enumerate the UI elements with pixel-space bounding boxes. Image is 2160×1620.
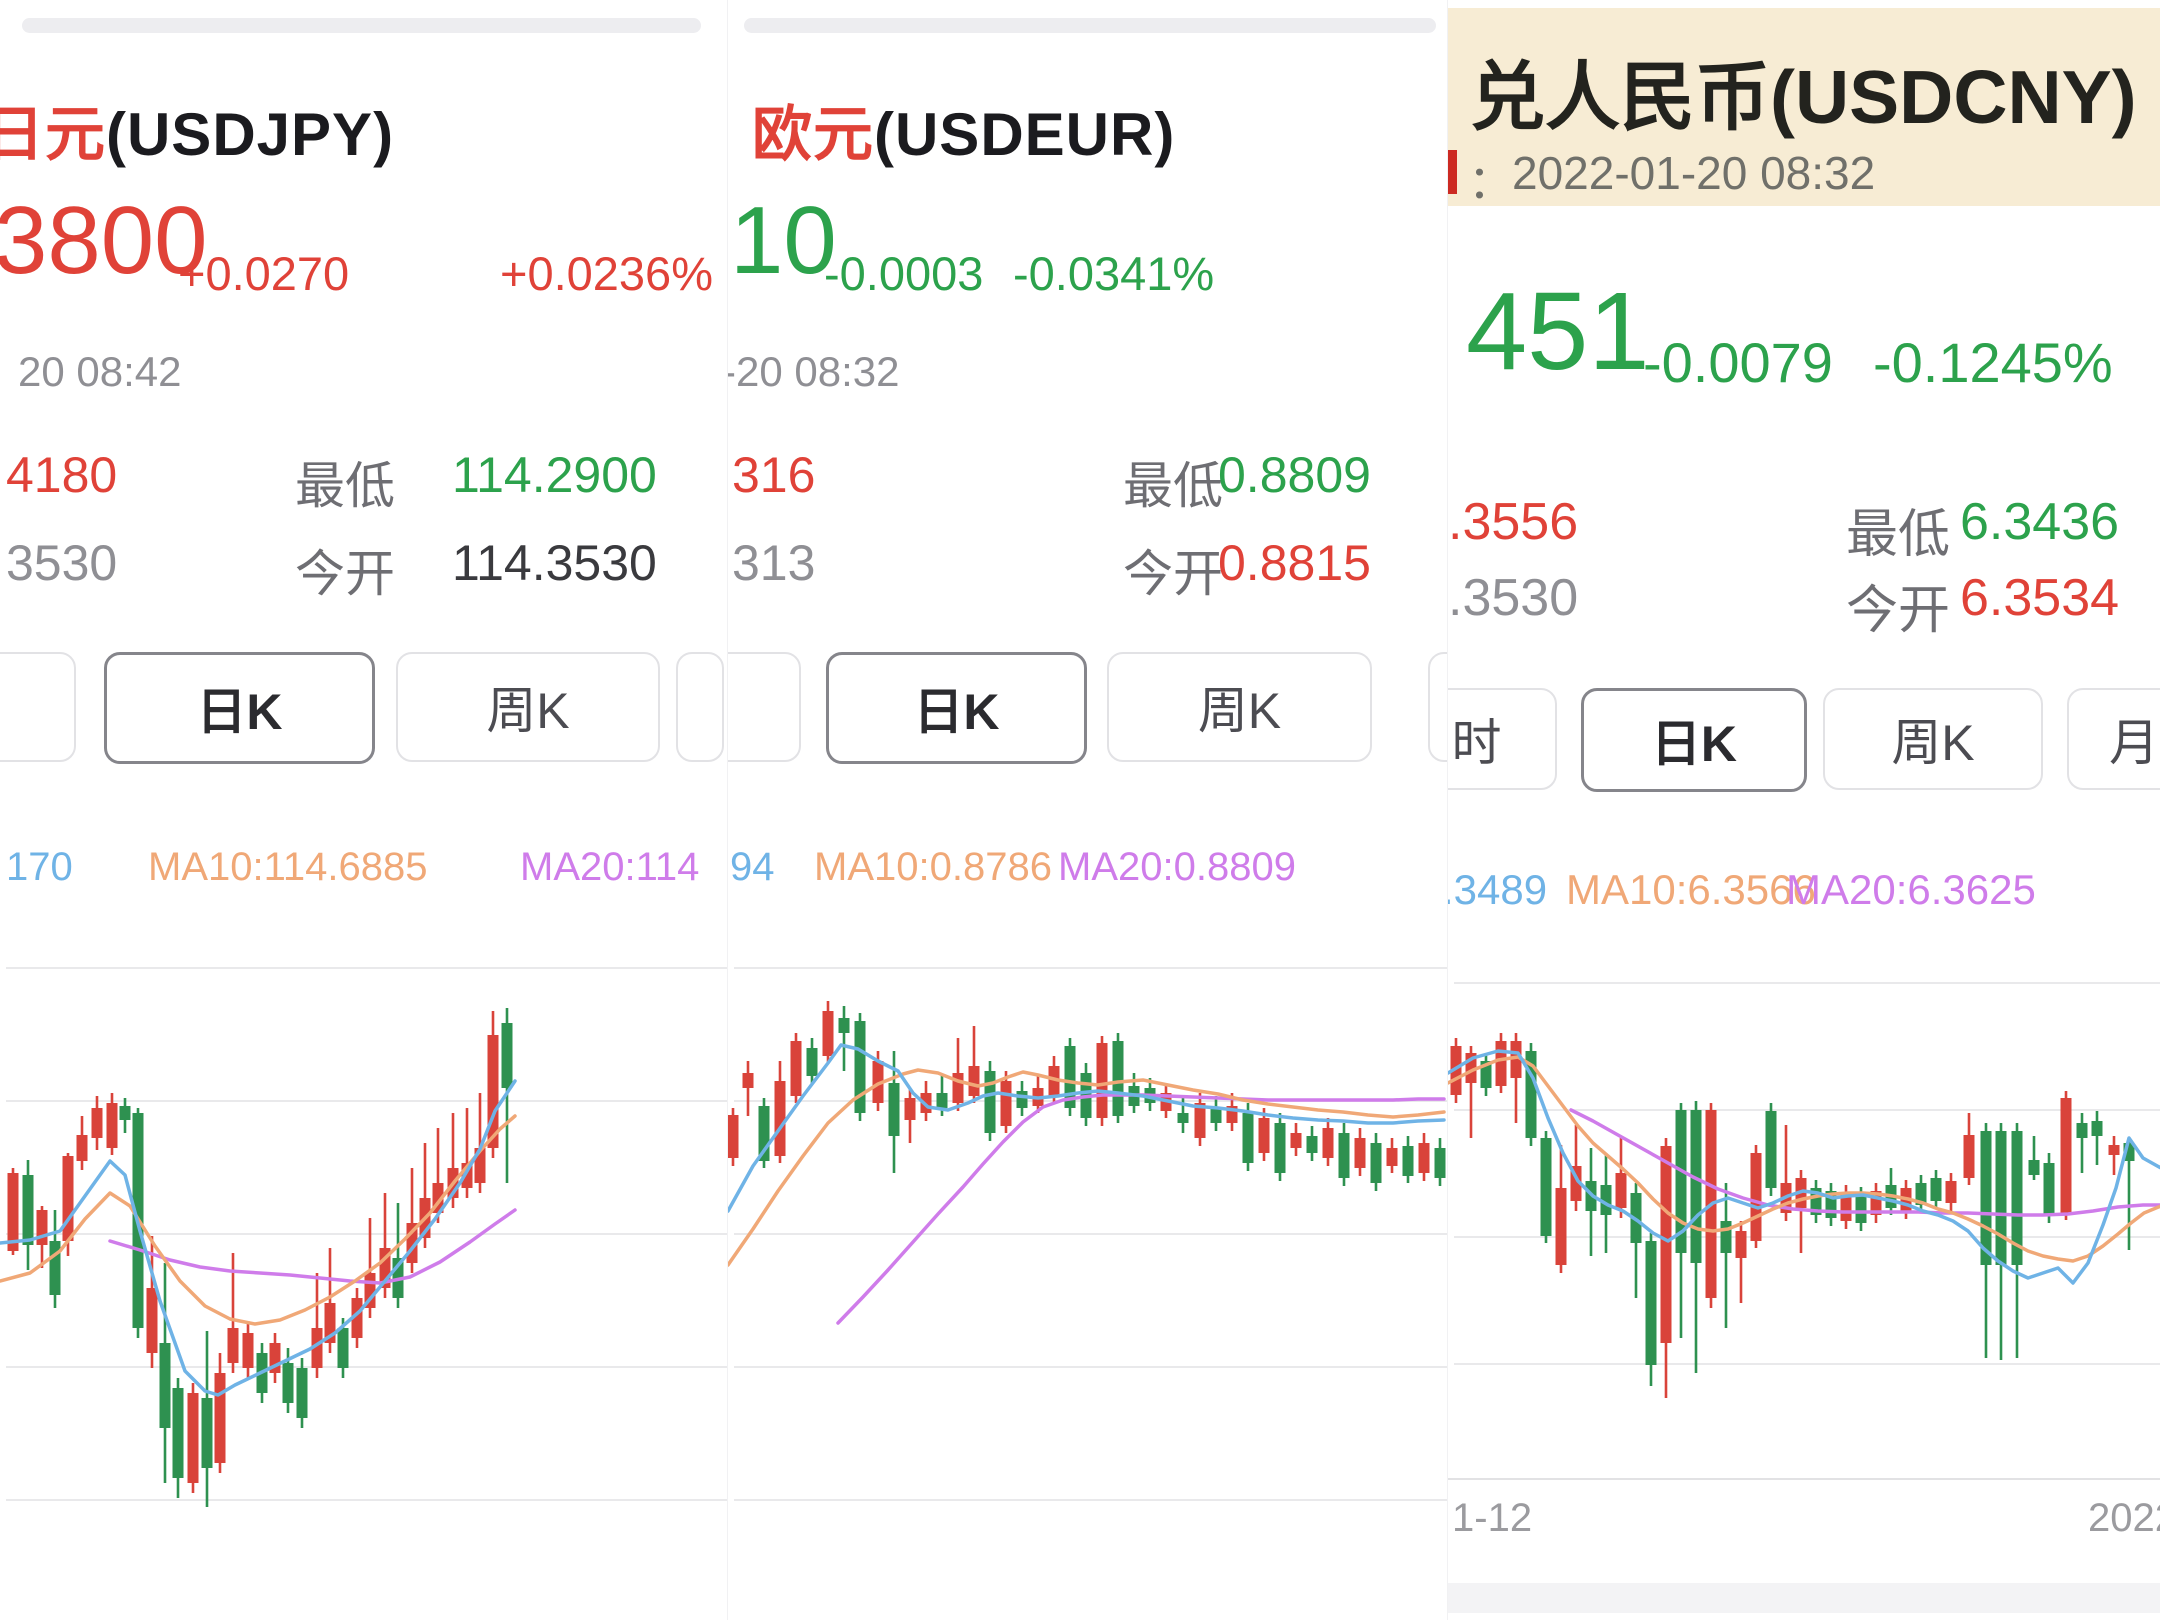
stat-prevclose-fragment: 313 (732, 535, 816, 591)
stat-low-value: 6.3436 (1960, 493, 2120, 551)
sheet-handle-bar (22, 18, 701, 33)
x-axis-label-right: 2022 (2088, 1496, 2160, 1540)
date-colon: ： (1468, 156, 1514, 208)
tab-daily-k[interactable]: 日K (104, 652, 375, 764)
stat-low-value: 0.8809 (1218, 447, 1371, 503)
ma20-value: MA20:6.3625 (1786, 866, 2036, 913)
pair-title: 欧元(USDEUR) (752, 86, 1175, 173)
quote-time: -20 08:32 (727, 348, 900, 395)
panel-usdcny: 兑人民币(USDCNY) ： 2022-01-20 08:32 451 -0.0… (1447, 0, 2160, 1620)
ma20-value: MA20:114 (520, 845, 700, 889)
last-price: 3800 (0, 187, 208, 294)
panel-usdeur: 欧元(USDEUR) 10 -0.0003 -0.0341% -20 08:32… (727, 0, 1448, 1620)
ma10-value: MA10:114.6885 (148, 845, 428, 889)
cut-label-fragment (1448, 150, 1457, 194)
stat-low-label: 最低 (1123, 458, 1223, 514)
ma5-value: .3489 (1447, 866, 1548, 913)
stat-open-value: 114.3530 (452, 535, 657, 591)
tab-monthly-partial[interactable]: 月 (2067, 688, 2160, 790)
tab-minute-partial[interactable] (0, 652, 76, 762)
tab-weekly-k[interactable]: 周K (396, 652, 660, 762)
ma5-value: 94 (730, 845, 775, 889)
ma10-value: MA10:6.3566 (1566, 866, 1816, 913)
stat-open-label: 今开 (1846, 582, 1951, 640)
ma5-value: 170 (6, 845, 73, 889)
panel-usdjpy: 日元(USDJPY) 3800 +0.0270 +0.0236% 20 08:4… (0, 0, 727, 1620)
stat-low-label: 最低 (1846, 506, 1951, 564)
pair-title: 兑人民币(USDCNY) (1470, 55, 2137, 139)
tab-weekly-k[interactable]: 周K (1107, 652, 1372, 762)
price-change-pct: +0.0236% (500, 247, 713, 300)
stat-high-fragment: 4180 (6, 447, 118, 503)
tab-minute-partial[interactable] (728, 652, 801, 762)
tab-minute-partial[interactable]: 时 (1448, 688, 1557, 790)
pair-title-code: (USDJPY) (106, 101, 395, 168)
ma20-value: MA20:0.8809 (1058, 845, 1296, 889)
stat-open-value: 6.3534 (1960, 569, 2120, 627)
stat-high-fragment: .3556 (1448, 493, 1579, 551)
x-axis-label-left: 1-12 (1452, 1496, 1533, 1540)
price-change: -0.0079 (1643, 331, 1833, 394)
candlestick-chart (1448, 982, 2160, 1480)
stat-open-label: 今开 (1123, 546, 1223, 602)
pair-title-code: (USDEUR) (874, 101, 1176, 168)
price-change: -0.0003 (824, 247, 984, 300)
sheet-handle-bar (744, 18, 1436, 33)
price-change: +0.0270 (178, 247, 350, 300)
pair-title-cn: 欧元 (752, 101, 874, 168)
stat-prevclose-fragment: .3530 (1448, 569, 1579, 627)
last-price: 10 (730, 187, 837, 294)
pair-title: 日元(USDJPY) (0, 86, 394, 173)
tab-monthly-partial[interactable] (1428, 652, 1448, 762)
header-background (1448, 8, 2160, 206)
stat-prevclose-fragment: 3530 (6, 535, 118, 591)
last-price: 451 (1466, 270, 1650, 393)
price-change-pct: -0.1245% (1873, 331, 2113, 394)
candlestick-chart (728, 967, 1448, 1501)
stat-low-value: 114.2900 (452, 447, 657, 503)
stat-open-label: 今开 (295, 546, 395, 602)
stat-low-label: 最低 (295, 458, 395, 514)
pair-title-cn: 日元 (0, 101, 106, 168)
tab-daily-k[interactable]: 日K (1581, 688, 1807, 792)
quote-time: 20 08:42 (18, 348, 182, 395)
tab-monthly-partial[interactable] (676, 652, 724, 762)
candlestick-chart (0, 967, 727, 1507)
footer-divider-band (1448, 1583, 2160, 1613)
stat-high-fragment: 316 (732, 447, 816, 503)
tab-daily-k[interactable]: 日K (826, 652, 1087, 764)
ma10-value: MA10:0.8786 (814, 845, 1052, 889)
tab-weekly-k[interactable]: 周K (1823, 688, 2043, 790)
stat-open-value: 0.8815 (1218, 535, 1371, 591)
price-change-pct: -0.0341% (1013, 247, 1215, 300)
quote-date: 2022-01-20 08:32 (1512, 147, 1876, 199)
